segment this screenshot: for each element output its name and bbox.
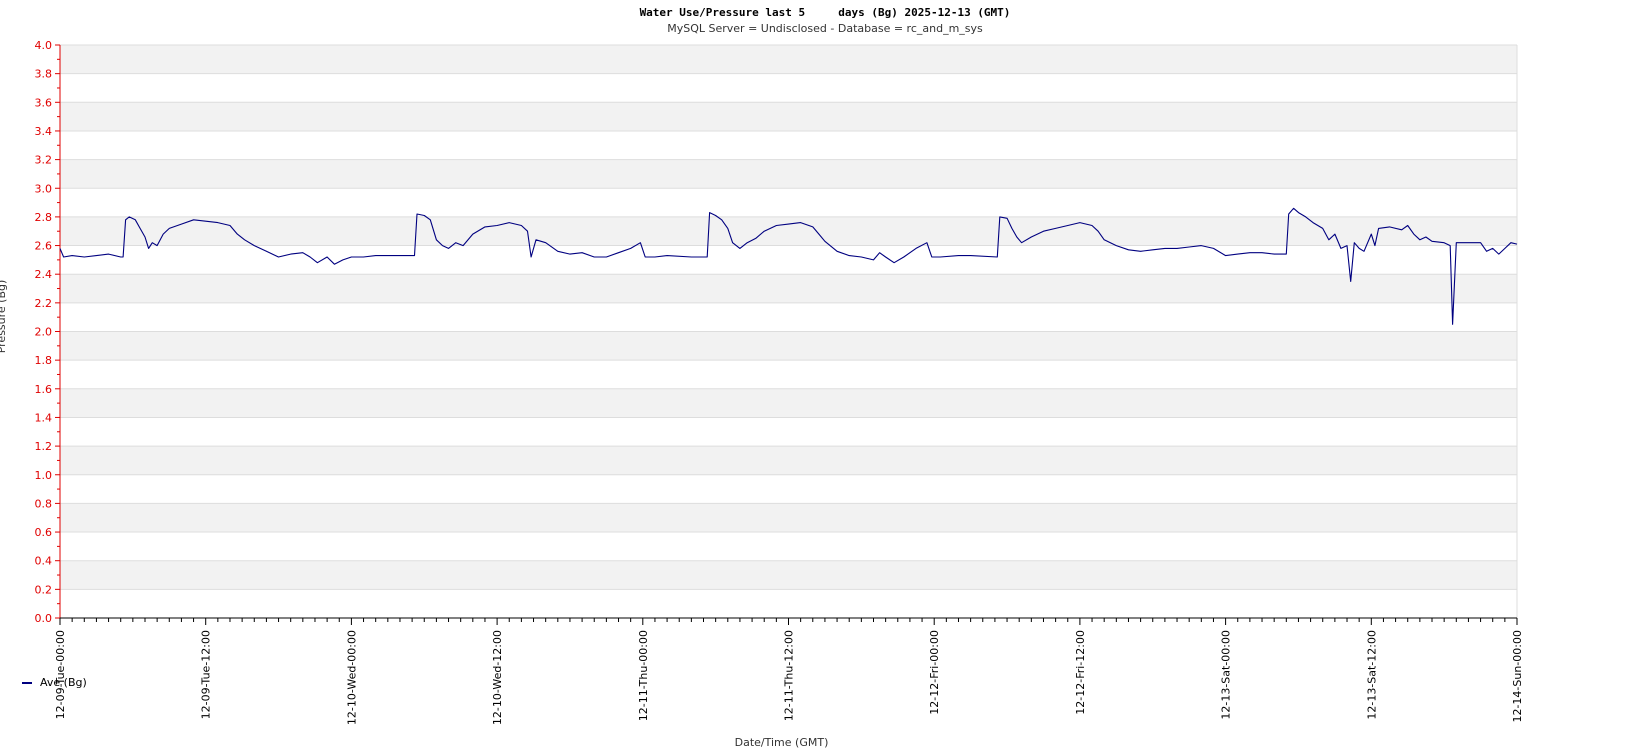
grid-band bbox=[60, 302, 1517, 332]
grid-band bbox=[60, 102, 1517, 131]
y-tick-label: 1.6 bbox=[35, 383, 53, 396]
x-axis-label: Date/Time (GMT) bbox=[735, 736, 829, 749]
grid-band bbox=[60, 130, 1517, 160]
y-tick-label: 2.6 bbox=[35, 240, 53, 253]
y-tick-label: 0.0 bbox=[35, 612, 53, 625]
series-line bbox=[59, 207, 1518, 325]
grid-band bbox=[60, 360, 1517, 389]
grid-band bbox=[60, 331, 1517, 361]
x-tick-label: 12-09-Tue-00:00 bbox=[54, 630, 67, 719]
grid-band bbox=[60, 388, 1517, 418]
x-tick-label: 12-10-Wed-12:00 bbox=[491, 630, 504, 725]
grid-band bbox=[60, 474, 1517, 504]
legend-label: Ave (Bg) bbox=[40, 676, 87, 689]
y-tick-label: 3.6 bbox=[35, 96, 53, 109]
y-tick-label: 2.0 bbox=[35, 326, 53, 339]
y-tick-label: 4.0 bbox=[35, 39, 53, 52]
grid-band bbox=[60, 245, 1517, 275]
y-tick-label: 0.8 bbox=[35, 497, 53, 510]
chart-title: Water Use/Pressure last 5 days (Bg) 2025… bbox=[639, 6, 1011, 19]
x-tick-label: 12-14-Sun-00:00 bbox=[1511, 630, 1524, 723]
y-tick-label: 3.2 bbox=[35, 154, 53, 167]
legend: Ave (Bg) bbox=[22, 676, 87, 689]
y-tick-label: 2.2 bbox=[35, 297, 53, 310]
grid-band bbox=[60, 216, 1517, 246]
grid-bands bbox=[60, 45, 1517, 618]
x-tick-label: 12-11-Thu-12:00 bbox=[783, 630, 796, 721]
grid-band bbox=[60, 589, 1517, 618]
y-tick-label: 3.8 bbox=[35, 68, 53, 81]
y-tick-label: 0.2 bbox=[35, 583, 53, 596]
y-tick-label: 1.0 bbox=[35, 469, 53, 482]
y-tick-label: 3.4 bbox=[35, 125, 53, 138]
y-tick-label: 1.8 bbox=[35, 354, 53, 367]
grid-band bbox=[60, 188, 1517, 217]
x-tick-label: 12-12-Fri-12:00 bbox=[1074, 630, 1087, 715]
x-tick-label: 12-09-Tue-12:00 bbox=[200, 630, 213, 719]
y-tick-label: 0.4 bbox=[35, 555, 53, 568]
grid-band bbox=[60, 45, 1517, 74]
x-tick-label: 12-12-Fri-00:00 bbox=[928, 630, 941, 715]
grid-band bbox=[60, 532, 1517, 561]
y-axis: 0.0 0.2 0.4 0.6 0.8 1.0 1.2 1.4 1.6 1.8 2.0 2.2 2.4 2… bbox=[35, 39, 61, 625]
grid-band bbox=[60, 274, 1517, 303]
y-tick-label: 0.6 bbox=[35, 526, 53, 539]
y-tick-label: 2.4 bbox=[35, 268, 53, 281]
y-tick-label: 1.4 bbox=[35, 411, 53, 424]
x-tick-label: 12-13-Sat-00:00 bbox=[1220, 630, 1233, 720]
grid-band bbox=[60, 503, 1517, 533]
grid-band bbox=[60, 446, 1517, 475]
grid-band bbox=[60, 159, 1517, 189]
grid-band bbox=[60, 73, 1517, 103]
y-tick-label: 1.2 bbox=[35, 440, 53, 453]
legend-swatch bbox=[22, 681, 32, 684]
y-tick-label: 2.8 bbox=[35, 211, 53, 224]
grid-lines bbox=[60, 44, 1518, 619]
grid-band bbox=[60, 417, 1517, 447]
x-tick-label: 12-10-Wed-00:00 bbox=[345, 630, 358, 725]
chart-subtitle: MySQL Server = Undisclosed - Database = … bbox=[667, 22, 983, 35]
y-tick-label: 3.0 bbox=[35, 182, 53, 195]
x-axis: 12-09-Tue-00:00 12-09-Tue-12:00 12-10-Wed-… bbox=[54, 617, 1524, 725]
y-axis-label: Pressure (Bg) bbox=[0, 280, 8, 354]
x-tick-label: 12-11-Thu-00:00 bbox=[637, 630, 650, 721]
series-layer bbox=[59, 207, 1518, 325]
grid-band bbox=[60, 560, 1517, 590]
x-tick-label: 12-13-Sat-12:00 bbox=[1365, 630, 1378, 720]
